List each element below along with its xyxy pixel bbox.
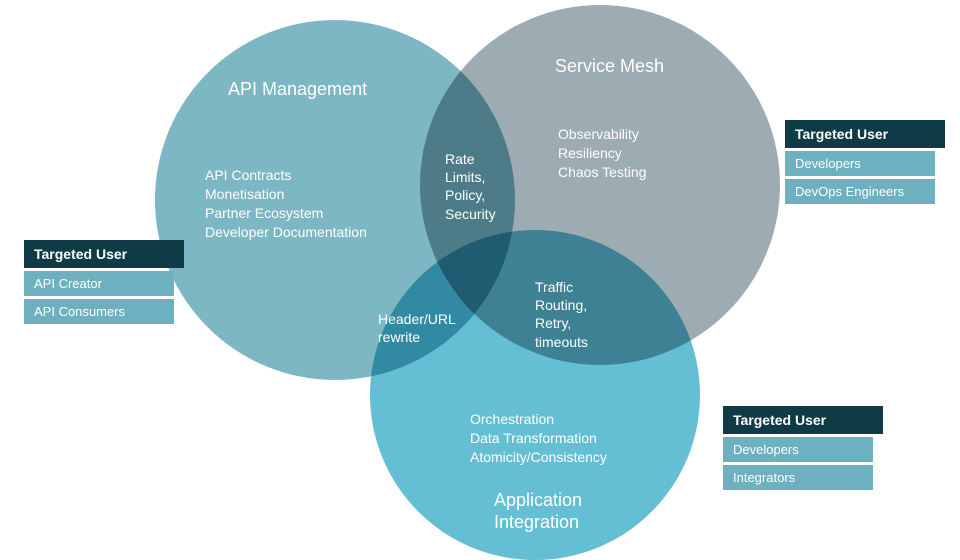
legend-item: Developers (723, 437, 873, 462)
legend-item: DevOps Engineers (785, 179, 935, 204)
legend-header: Targeted User (723, 406, 883, 434)
app-int-item: Atomicity/Consistency (470, 448, 607, 467)
legend-item: Integrators (723, 465, 873, 490)
legend-header: Targeted User (24, 240, 184, 268)
service-mesh-item: Resiliency (558, 144, 646, 163)
service-mesh-items: Observability Resiliency Chaos Testing (558, 125, 646, 182)
api-mgmt-item: Monetisation (205, 185, 367, 204)
overlap-api-app: Header/URL rewrite (378, 310, 478, 346)
legend-right-top: Targeted User Developers DevOps Engineer… (785, 120, 945, 204)
overlap-api-service: Rate Limits, Policy, Security (445, 150, 515, 223)
legend-left: Targeted User API Creator API Consumers (24, 240, 184, 324)
api-management-title: API Management (228, 79, 367, 100)
app-int-item: Data Transformation (470, 429, 607, 448)
legend-header: Targeted User (785, 120, 945, 148)
app-integration-title-stacked: ApplicationIntegration (494, 490, 582, 533)
service-mesh-item: Observability (558, 125, 646, 144)
app-integration-items: Orchestration Data Transformation Atomic… (470, 410, 607, 467)
api-mgmt-item: API Contracts (205, 166, 367, 185)
api-mgmt-item: Developer Documentation (205, 223, 367, 242)
overlap-service-app: Traffic Routing, Retry, timeouts (535, 278, 615, 351)
api-management-items: API Contracts Monetisation Partner Ecosy… (205, 166, 367, 242)
legend-item: API Creator (24, 271, 174, 296)
legend-right-bottom: Targeted User Developers Integrators (723, 406, 883, 490)
legend-item: Developers (785, 151, 935, 176)
service-mesh-item: Chaos Testing (558, 163, 646, 182)
app-int-item: Orchestration (470, 410, 607, 429)
api-mgmt-item: Partner Ecosystem (205, 204, 367, 223)
service-mesh-title: Service Mesh (555, 56, 664, 77)
legend-item: API Consumers (24, 299, 174, 324)
